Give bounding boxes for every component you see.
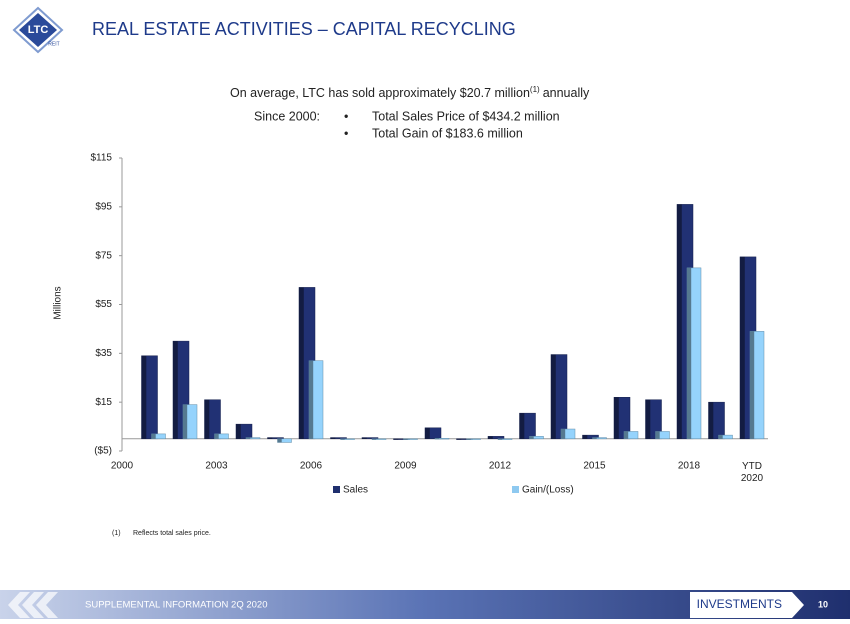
section-name: INVESTMENTS (697, 597, 782, 611)
bar (277, 438, 292, 443)
bar (487, 436, 505, 440)
summary-line: On average, LTC has sold approximately $… (230, 85, 590, 100)
since-label: Since 2000: (254, 109, 320, 123)
x-tick-label: 2006 (300, 461, 323, 472)
bar (182, 404, 198, 440)
y-tick-label: $115 (90, 153, 112, 164)
footer-chevron (8, 592, 30, 618)
legend-label: Sales (343, 485, 368, 496)
bar (403, 438, 418, 440)
page-number: 10 (818, 599, 828, 609)
bar (592, 437, 607, 440)
logo: LTC REIT (12, 6, 64, 54)
footer-chevron (22, 592, 44, 618)
legend-swatch (333, 486, 340, 493)
legend-label: Gain/(Loss) (522, 485, 574, 496)
plot: ($5) $15 $35 $55 $75 $95 $115 2000 2003 2006 2009 2… (90, 153, 768, 496)
footnote-text: Reflects total sales price. (133, 530, 211, 537)
bar (550, 354, 568, 440)
x-tick-label: 2009 (394, 461, 417, 472)
bar (434, 438, 450, 440)
bar (466, 438, 481, 440)
legend-swatch (512, 486, 519, 493)
bullet-text: Total Gain of $183.6 million (372, 126, 523, 140)
y-tick-label: $75 (95, 250, 112, 261)
bullet-text: Total Sales Price of $434.2 million (372, 109, 560, 123)
bar (245, 437, 261, 440)
logo-sub: REIT (48, 41, 59, 47)
y-tick-label: $15 (95, 397, 112, 408)
bar (308, 360, 324, 440)
bar (497, 438, 513, 440)
bullet: • (344, 126, 348, 140)
x-tick-label: YTD 2020 (741, 461, 764, 484)
section-tab (690, 592, 804, 618)
x-tick-label: 2012 (489, 461, 512, 472)
bar (560, 428, 576, 440)
x-tick-label: 2018 (678, 461, 701, 472)
bar (235, 423, 253, 440)
bullet: • (344, 109, 348, 123)
summary-text: annually (543, 86, 590, 100)
bar (151, 433, 166, 440)
bar (708, 401, 725, 440)
footer-chevron (36, 592, 58, 618)
bar (519, 412, 536, 440)
x-tick-label: 2015 (583, 461, 606, 472)
slide-title: REAL ESTATE ACTIVITIES – CAPITAL RECYCLI… (92, 19, 516, 39)
y-tick-label: $55 (95, 299, 112, 310)
y-tick-label: ($5) (94, 446, 112, 457)
bar (141, 355, 158, 440)
bar (424, 427, 442, 440)
bar (529, 436, 544, 440)
x-tick-label: 2003 (205, 461, 228, 472)
logo-text: LTC (28, 24, 49, 36)
bar (655, 431, 670, 440)
bar (340, 438, 355, 440)
x-tick-label: 2000 (111, 461, 134, 472)
bar (623, 431, 639, 440)
summary-text: On average, LTC has sold approximately $… (230, 86, 530, 100)
bar (371, 438, 387, 440)
bar (686, 267, 702, 440)
bar (749, 331, 765, 440)
y-tick-label: $35 (95, 348, 112, 359)
superscript: (1) (530, 85, 540, 94)
y-axis-label: Millions (53, 286, 64, 319)
bar (718, 434, 733, 440)
footnote-mark: (1) (112, 530, 121, 537)
bar (204, 399, 221, 440)
y-tick-label: $95 (95, 201, 112, 212)
footer-text: SUPPLEMENTAL INFORMATION 2Q 2020 (85, 600, 267, 611)
bar (214, 433, 229, 440)
